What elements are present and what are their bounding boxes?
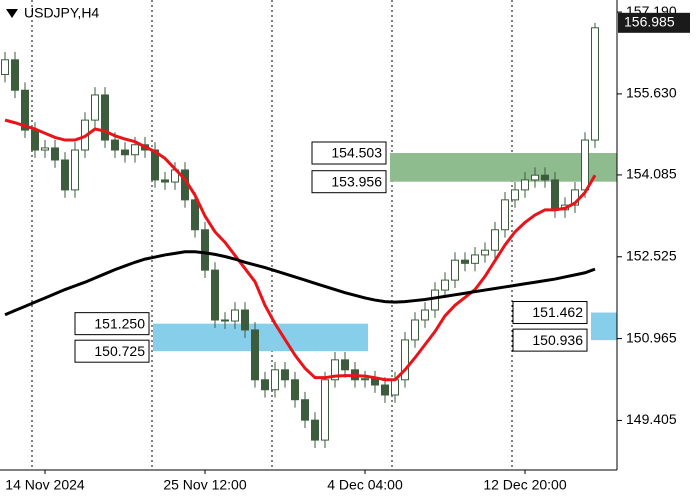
candle-body bbox=[161, 179, 169, 183]
candle-body bbox=[321, 379, 329, 441]
candle-body bbox=[111, 139, 119, 151]
candle-body bbox=[401, 339, 409, 381]
candle-body bbox=[501, 199, 509, 231]
candle-body bbox=[531, 174, 539, 181]
zone-label: 151.250 bbox=[94, 315, 145, 331]
y-tick-label: 150.965 bbox=[626, 329, 677, 345]
candle-body bbox=[271, 369, 279, 391]
candle-body bbox=[241, 309, 249, 331]
candle-body bbox=[361, 378, 369, 381]
candle-body bbox=[301, 399, 309, 421]
candle-body bbox=[21, 89, 29, 131]
zone bbox=[591, 312, 617, 341]
candle-body bbox=[581, 139, 589, 191]
candle-body bbox=[291, 379, 299, 401]
candle-body bbox=[451, 259, 459, 281]
candle-body bbox=[431, 289, 439, 311]
candle-body bbox=[71, 149, 79, 191]
y-tick-label: 149.405 bbox=[626, 411, 677, 427]
zone-label: 151.462 bbox=[532, 304, 583, 320]
candle-body bbox=[541, 174, 549, 181]
x-tick-label: 25 Nov 12:00 bbox=[163, 477, 246, 493]
candle-body bbox=[101, 94, 109, 141]
candle-body bbox=[31, 129, 39, 151]
candle-body bbox=[211, 269, 219, 321]
candle-body bbox=[221, 319, 229, 322]
candle-body bbox=[551, 179, 559, 211]
candle-body bbox=[261, 379, 269, 391]
candle-body bbox=[201, 229, 209, 271]
candle-body bbox=[331, 359, 339, 381]
zone-label: 150.936 bbox=[532, 332, 583, 348]
y-tick-label: 155.630 bbox=[626, 85, 677, 101]
candle-body bbox=[11, 59, 19, 91]
candle-body bbox=[281, 369, 289, 381]
candle-body bbox=[391, 379, 399, 396]
candle-body bbox=[381, 384, 389, 396]
candle-body bbox=[421, 309, 429, 321]
y-tick-label: 154.085 bbox=[626, 166, 677, 182]
moving-average bbox=[4, 250, 596, 317]
candle-body bbox=[61, 159, 69, 191]
candle-body bbox=[411, 319, 419, 341]
moving-average bbox=[4, 118, 597, 382]
candle-body bbox=[41, 147, 49, 151]
axis-bg bbox=[618, 0, 700, 470]
candle-body bbox=[311, 419, 319, 441]
candle-body bbox=[491, 229, 499, 251]
candle-body bbox=[471, 254, 479, 264]
title-arrow bbox=[6, 9, 18, 18]
candle-body bbox=[341, 359, 349, 371]
candle-body bbox=[121, 149, 129, 156]
x-tick-label: 12 Dec 20:00 bbox=[483, 477, 566, 493]
zone bbox=[153, 323, 368, 352]
candle-body bbox=[131, 144, 139, 156]
candle-body bbox=[91, 94, 99, 121]
candle-body bbox=[461, 259, 469, 264]
zone-label-box bbox=[512, 301, 588, 325]
zone-label-box bbox=[311, 141, 387, 165]
candle-body bbox=[1, 59, 9, 75]
zone-label: 154.503 bbox=[331, 145, 382, 161]
zone-label-box bbox=[512, 328, 588, 352]
candle-body bbox=[251, 329, 259, 381]
zone-label-box bbox=[74, 312, 150, 336]
candle-body bbox=[191, 199, 199, 231]
candle-body bbox=[511, 189, 519, 201]
zone-label-box bbox=[311, 170, 387, 194]
candle-body bbox=[481, 249, 489, 256]
last-price-label: 156.985 bbox=[624, 14, 675, 30]
chart-title: USDJPY,H4 bbox=[24, 5, 99, 21]
candle-body bbox=[231, 309, 239, 322]
candle-body bbox=[441, 279, 449, 291]
candle-body bbox=[521, 179, 529, 191]
zone bbox=[390, 153, 617, 182]
candle-body bbox=[591, 27, 599, 141]
zone-label-box bbox=[74, 339, 150, 363]
zone-label: 150.725 bbox=[94, 343, 145, 359]
x-tick-label: 4 Dec 04:00 bbox=[327, 477, 403, 493]
y-tick-label: 152.525 bbox=[626, 247, 677, 263]
candle-body bbox=[51, 147, 59, 161]
zone-label: 153.956 bbox=[331, 173, 382, 189]
last-price-box bbox=[618, 12, 690, 33]
x-tick-label: 14 Nov 2024 bbox=[5, 477, 85, 493]
